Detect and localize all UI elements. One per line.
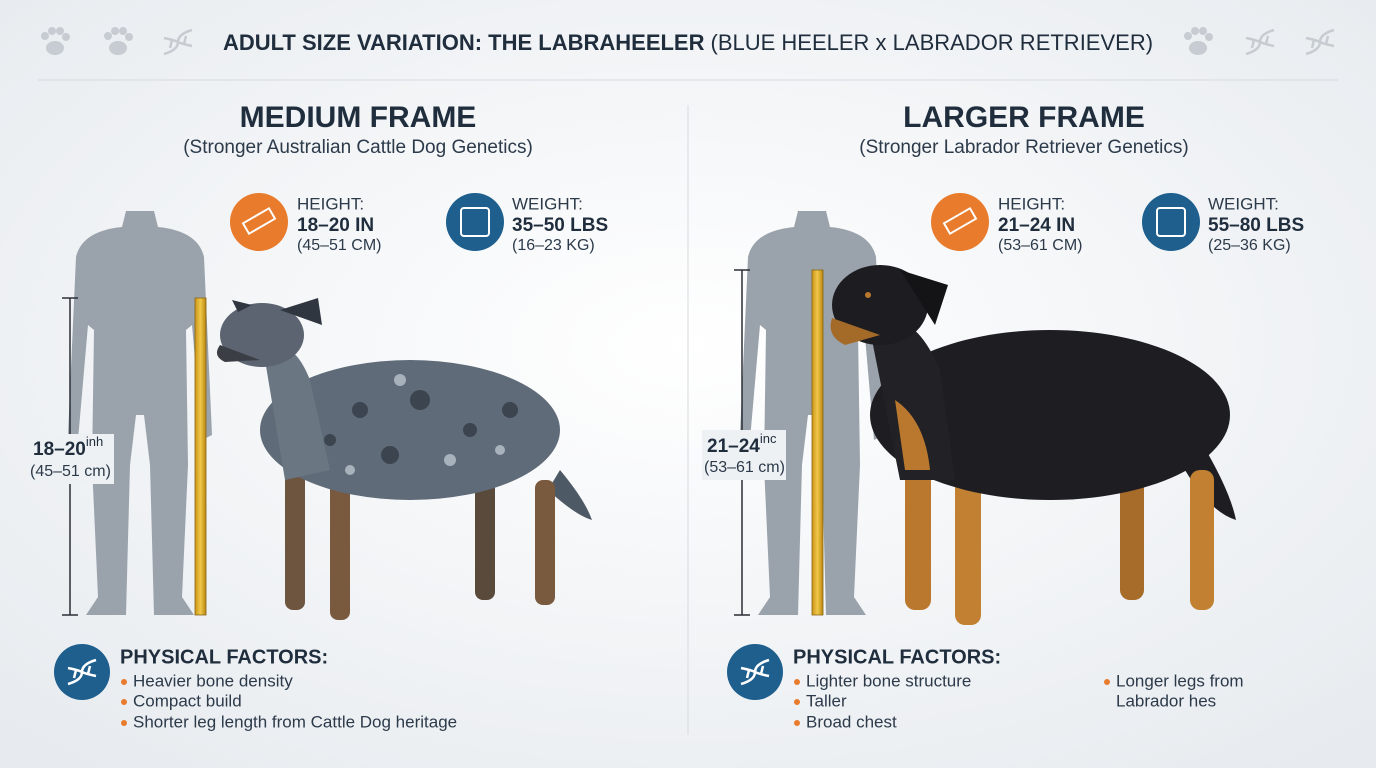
factors-title: PHYSICAL FACTORS:: [120, 646, 328, 668]
header-title: ADULT SIZE VARIATION: THE LABRAHEELER (BL…: [223, 30, 1153, 55]
panel-subtitle: (Stronger Australian Cattle Dog Genetics…: [183, 137, 533, 158]
panel-title: LARGER FRAME: [903, 101, 1145, 134]
weight-label: WEIGHT:: [1208, 194, 1279, 213]
height-metric: (45–51 CM): [297, 237, 381, 254]
weight-metric: (25–36 KG): [1208, 237, 1291, 254]
ruler-metric: (53–61 cm): [704, 459, 785, 476]
factor-item: Broad chest: [806, 712, 897, 731]
title-bold: ADULT SIZE VARIATION: THE LABRAHEELER: [223, 30, 705, 55]
height-value: 21–24 IN: [998, 215, 1075, 236]
ruler-glyph: [942, 206, 978, 236]
panel-title: MEDIUM FRAME: [240, 101, 477, 134]
ruler-unit: inh: [86, 434, 103, 449]
scale-glyph: [460, 207, 490, 237]
ruler: [811, 269, 824, 616]
weight-icon: [446, 193, 504, 251]
weight-value: 35–50 LBS: [512, 215, 608, 236]
scale-glyph: [1156, 207, 1186, 237]
factor-item: Lighter bone structure: [806, 671, 971, 690]
weight-label: WEIGHT:: [512, 194, 583, 213]
ruler-metric: (45–51 cm): [30, 463, 111, 480]
factor-item: Shorter leg length from Cattle Dog herit…: [133, 712, 457, 731]
ruler-unit: inc: [760, 431, 777, 446]
height-label: HEIGHT:: [297, 194, 364, 213]
label-bg: [702, 430, 786, 480]
weight-value: 55–80 LBS: [1208, 215, 1304, 236]
ruler-value: 18–20inh: [33, 434, 103, 460]
ruler: [194, 297, 207, 616]
panel-larger: LARGER FRAME (Stronger Labrador Retrieve…: [702, 101, 1304, 731]
bullets: [794, 679, 1110, 726]
weight-icon: [1142, 193, 1200, 251]
height-metric: (53–61 CM): [998, 237, 1082, 254]
panel-subtitle: (Stronger Labrador Retriever Genetics): [859, 137, 1188, 158]
height-label: HEIGHT:: [998, 194, 1065, 213]
label-bg: [28, 434, 114, 484]
factor-item: Heavier bone density: [133, 671, 293, 690]
blue-heeler-dog: [216, 298, 592, 620]
height-icon: [931, 193, 989, 251]
factor-item: Taller: [806, 691, 847, 710]
labrador-dog: [830, 265, 1236, 625]
title-rest: (BLUE HEELER x LABRADOR RETRIEVER): [711, 30, 1154, 55]
height-value: 18–20 IN: [297, 215, 374, 236]
factor-item: Compact build: [133, 691, 242, 710]
ruler-value: 21–24inc: [707, 431, 777, 457]
factors-title: PHYSICAL FACTORS:: [793, 646, 1001, 668]
height-icon: [230, 193, 288, 251]
ruler-number: 18–20: [33, 439, 86, 460]
ruler-glyph: [241, 206, 277, 236]
bullets: [121, 679, 127, 726]
factor-extra: Labrador hes: [1116, 691, 1216, 710]
ruler-number: 21–24: [707, 436, 760, 457]
factor-extra: Longer legs from: [1116, 671, 1244, 690]
panel-medium: MEDIUM FRAME (Stronger Australian Cattle…: [28, 101, 608, 731]
weight-metric: (16–23 KG): [512, 237, 595, 254]
